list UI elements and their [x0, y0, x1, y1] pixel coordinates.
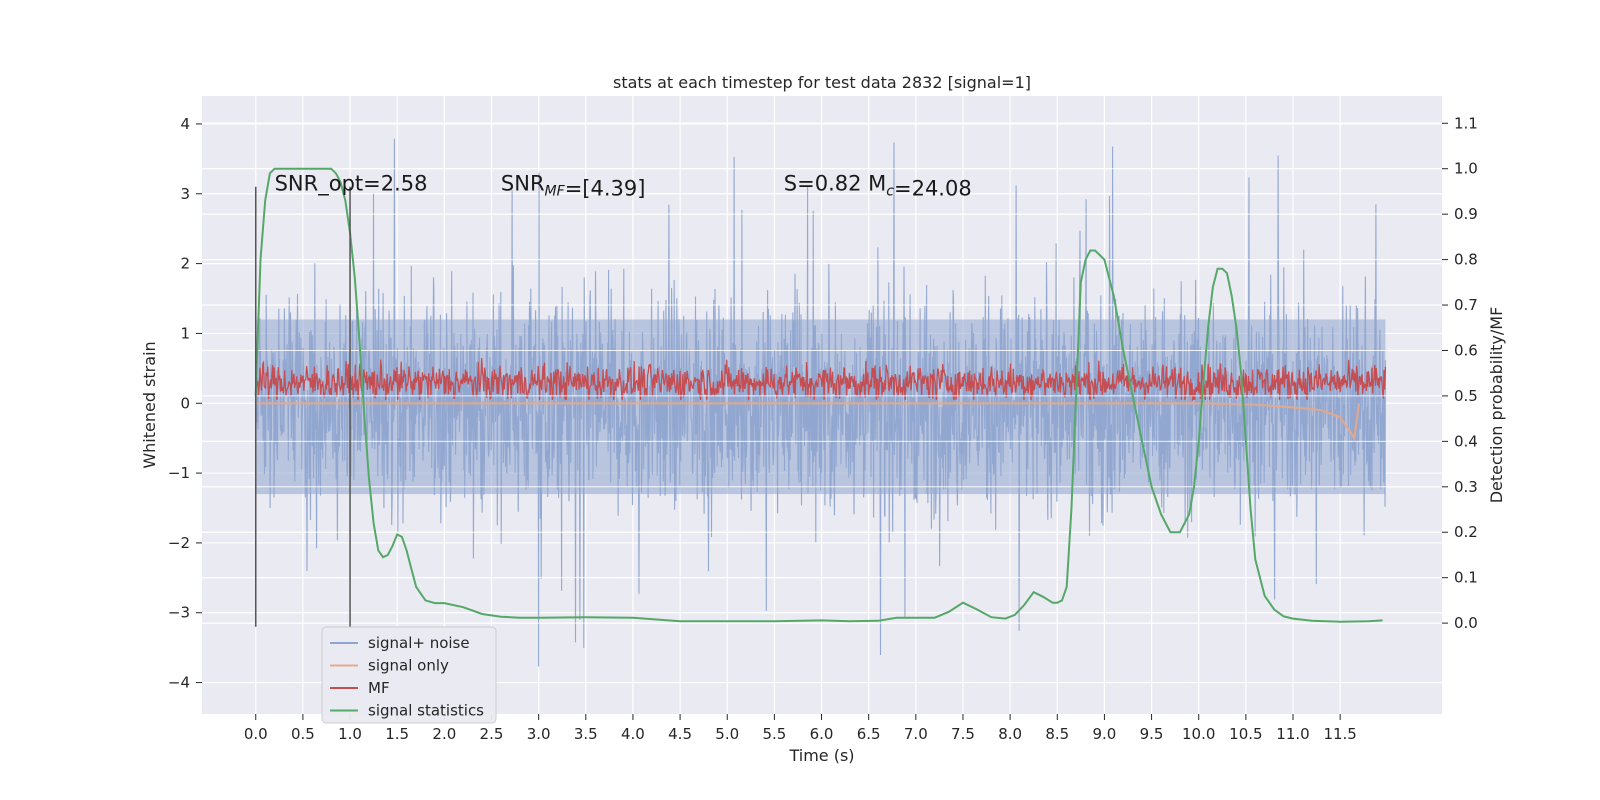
x-tick-label: 10.0	[1182, 725, 1215, 743]
annotation-text: SNR_opt=2.58	[275, 171, 428, 196]
y2-tick-label: 0.8	[1454, 251, 1478, 269]
x-tick-label: 10.5	[1229, 725, 1262, 743]
y2-tick-label: 1.0	[1454, 160, 1478, 178]
x-tick-label: 0.0	[244, 725, 268, 743]
y2-tick-label: 0.4	[1454, 432, 1478, 450]
y-tick-label: 0	[180, 394, 190, 412]
x-tick-label: 1.0	[338, 725, 362, 743]
plot-area	[202, 122, 1442, 667]
x-tick-label: 5.5	[762, 725, 786, 743]
series-signal-noise-core	[255, 319, 1386, 495]
x-tick-label: 5.0	[715, 725, 739, 743]
annotations: SNR_opt=2.58 SNRMF=[4.39] S=0.82 Mc=24.08	[275, 171, 972, 200]
series-mf	[255, 358, 1387, 402]
legend-entry: signal only	[368, 657, 449, 675]
y2-tick-label: 0.0	[1454, 614, 1478, 632]
y-axis-label: Whitened strain	[140, 341, 159, 468]
x-tick-label: 7.0	[904, 725, 928, 743]
y-tick-label: 2	[180, 255, 190, 273]
legend-box	[321, 626, 497, 724]
x-tick-label: 9.0	[1092, 725, 1116, 743]
x-tick-label: 7.5	[951, 725, 975, 743]
annotation-text: SNRMF=[4.39]	[501, 171, 646, 200]
x-tick-label: 0.5	[291, 725, 315, 743]
y2-tick-label: 0.5	[1454, 387, 1478, 405]
x-tick-label: 1.5	[385, 725, 409, 743]
axis-ticks: 0.0 0.5 1.0 1.5 2.0 2.5 3.0 3.5 4.0 4.5 5.0 5.5 6.0 6…	[168, 114, 1478, 743]
x-tick-label: 6.5	[857, 725, 881, 743]
x-tick-label: 11.0	[1276, 725, 1309, 743]
y-tick-label: −1	[168, 464, 190, 482]
x-tick-label: 9.5	[1140, 725, 1164, 743]
x-tick-label: 2.5	[480, 725, 504, 743]
y2-tick-label: 0.2	[1454, 523, 1478, 541]
y2-tick-label: 0.9	[1454, 205, 1478, 223]
x-tick-label: 11.5	[1323, 725, 1356, 743]
x-tick-label: 4.0	[621, 725, 645, 743]
x-tick-label: 2.0	[432, 725, 456, 743]
y-tick-label: 4	[180, 115, 190, 133]
y-tick-label: −4	[168, 674, 190, 692]
x-tick-label: 6.0	[810, 725, 834, 743]
x-tick-label: 3.0	[527, 725, 551, 743]
y-tick-label: −3	[168, 604, 190, 622]
y-tick-label: 3	[180, 185, 190, 203]
x-tick-label: 8.0	[998, 725, 1022, 743]
y-tick-label: −2	[168, 534, 190, 552]
legend-entry: signal+ noise	[368, 634, 470, 652]
series-signal-statistics	[254, 167, 1383, 623]
y2-tick-label: 0.3	[1454, 478, 1478, 496]
y2-tick-label: 1.1	[1454, 114, 1478, 132]
y-tick-label: 1	[180, 324, 190, 342]
legend-entry: signal statistics	[368, 702, 484, 720]
y2-axis-label: Detection probability/MF	[1487, 307, 1506, 504]
legend-entry: MF	[368, 679, 390, 697]
x-tick-label: 8.5	[1045, 725, 1069, 743]
y2-tick-label: 0.7	[1454, 296, 1478, 314]
series-signal-only	[255, 402, 1361, 442]
chart-title: stats at each timestep for test data 283…	[613, 73, 1031, 92]
x-tick-label: 3.5	[574, 725, 598, 743]
x-axis-label: Time (s)	[788, 746, 854, 765]
y2-tick-label: 0.1	[1454, 569, 1478, 587]
annotation-text: S=0.82 Mc=24.08	[784, 171, 972, 200]
legend: signal+ noise signal only MF signal statist…	[321, 626, 497, 724]
x-tick-label: 4.5	[668, 725, 692, 743]
y2-tick-label: 0.6	[1454, 341, 1478, 359]
